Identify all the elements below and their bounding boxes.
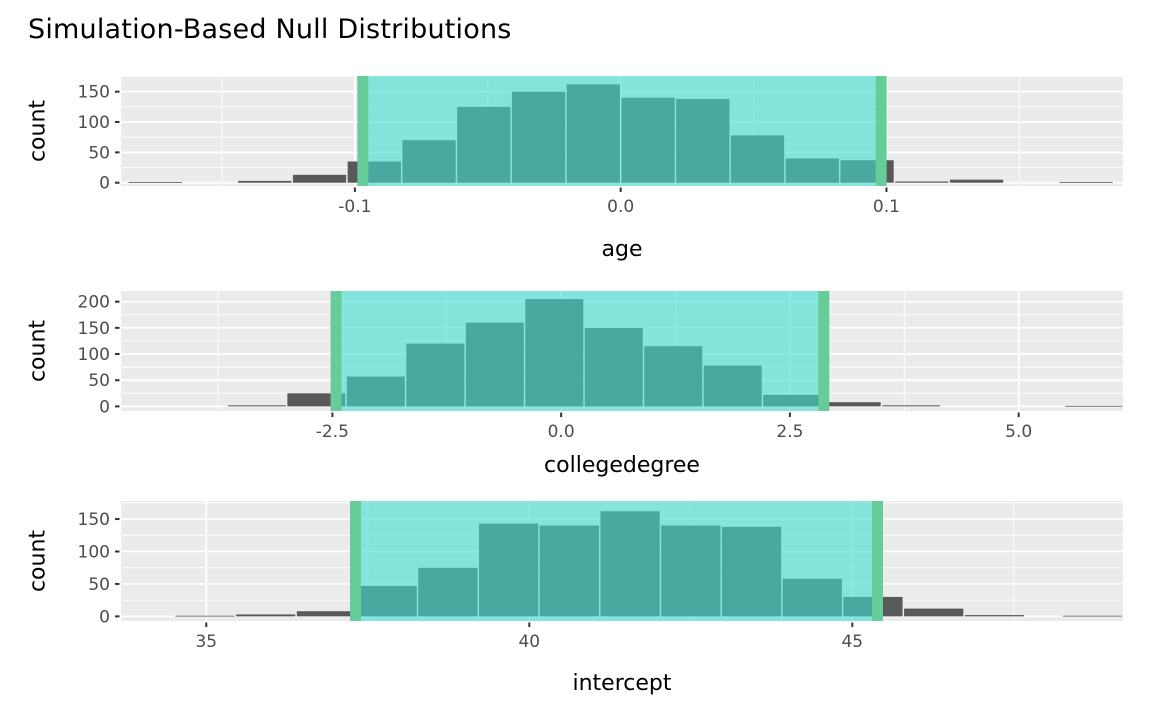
y-tick-label: 100 bbox=[78, 345, 110, 365]
histogram-bar bbox=[128, 182, 182, 183]
ci-boundary-line bbox=[357, 76, 369, 186]
y-tick-label: 0 bbox=[99, 607, 110, 627]
x-axis-title-age: age bbox=[601, 237, 643, 262]
x-tick-label: -2.5 bbox=[316, 422, 349, 442]
y-axis-title-age: count bbox=[25, 99, 51, 163]
histogram-bar bbox=[822, 402, 881, 407]
histogram-bar bbox=[882, 405, 941, 407]
y-tick-label: 50 bbox=[88, 575, 110, 595]
histogram-bar bbox=[895, 181, 949, 183]
y-tick-label: 50 bbox=[88, 371, 110, 391]
y-tick-label: 150 bbox=[78, 83, 110, 103]
x-tick-label: 2.5 bbox=[776, 422, 803, 442]
ci-shaded-region bbox=[362, 76, 882, 186]
y-tick-label: 150 bbox=[78, 510, 110, 530]
x-tick-label: 0.0 bbox=[607, 197, 634, 217]
x-tick-label: 0.1 bbox=[873, 197, 900, 217]
ci-shaded-region bbox=[355, 501, 878, 621]
ci-boundary-line bbox=[875, 76, 887, 186]
ci-shaded-region bbox=[336, 291, 824, 411]
y-tick-label: 100 bbox=[78, 113, 110, 133]
x-tick-label: 35 bbox=[195, 632, 217, 652]
histogram-bar bbox=[292, 174, 347, 183]
y-tick-label: 100 bbox=[78, 542, 110, 562]
histogram-bar bbox=[175, 615, 235, 617]
histogram-bar bbox=[236, 614, 296, 617]
y-tick-label: 0 bbox=[99, 397, 110, 417]
histogram-bar bbox=[1065, 405, 1123, 407]
histogram-bar bbox=[1059, 182, 1113, 183]
histogram-bar bbox=[238, 180, 292, 183]
x-axis-title-intercept: intercept bbox=[572, 671, 672, 696]
x-tick-label: 40 bbox=[518, 632, 540, 652]
ci-boundary-line bbox=[350, 501, 362, 621]
y-tick-label: 150 bbox=[78, 319, 110, 339]
histogram-bar bbox=[227, 405, 286, 407]
chart-title: Simulation-Based Null Distributions bbox=[28, 14, 512, 45]
x-tick-label: -0.1 bbox=[338, 197, 371, 217]
histogram-bar bbox=[964, 615, 1025, 617]
histogram-bar bbox=[296, 611, 357, 617]
y-tick-label: 200 bbox=[78, 293, 110, 313]
ci-boundary-line bbox=[872, 501, 884, 621]
ci-boundary-line bbox=[818, 291, 830, 411]
histogram-bar bbox=[904, 608, 964, 617]
y-tick-label: 0 bbox=[99, 174, 110, 194]
histogram-bar bbox=[949, 179, 1004, 183]
y-tick-label: 50 bbox=[88, 143, 110, 163]
y-axis-title-intercept: count bbox=[25, 529, 51, 593]
x-tick-label: 0.0 bbox=[548, 422, 575, 442]
x-tick-label: 45 bbox=[841, 632, 863, 652]
x-tick-label: 5.0 bbox=[1005, 422, 1032, 442]
y-axis-title-collegedegree: count bbox=[25, 319, 51, 383]
histogram-bar bbox=[1063, 615, 1123, 617]
x-axis-title-collegedegree: collegedegree bbox=[544, 453, 700, 478]
ci-boundary-line bbox=[330, 291, 342, 411]
